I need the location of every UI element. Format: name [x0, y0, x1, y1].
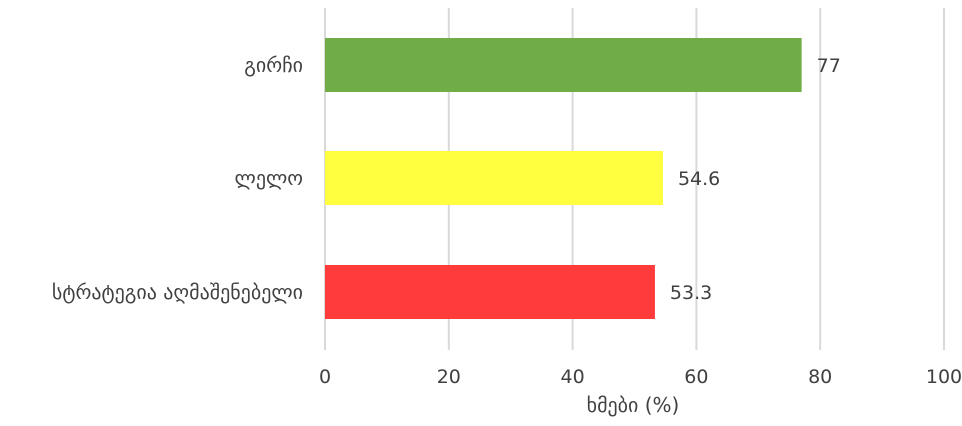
- data-labels: 77 54.6 53.3: [670, 55, 841, 304]
- bars: [325, 38, 802, 319]
- x-tick-label-80: 80: [808, 366, 832, 388]
- x-tick-label-0: 0: [319, 366, 331, 388]
- x-tick-label-60: 60: [684, 366, 708, 388]
- bar-0: [325, 38, 802, 92]
- x-tick-label-100: 100: [926, 366, 962, 388]
- category-label-0: გირჩი: [244, 53, 303, 77]
- data-label-0: 77: [817, 55, 841, 77]
- category-label-1: ლელო: [235, 166, 303, 190]
- x-axis-title: ხმები (%): [587, 393, 680, 417]
- data-label-2: 53.3: [670, 282, 712, 304]
- data-label-1: 54.6: [678, 168, 720, 190]
- x-tick-label-20: 20: [437, 366, 461, 388]
- x-tick-label-40: 40: [561, 366, 585, 388]
- bar-1: [325, 151, 663, 205]
- category-label-2: სტრატეგია აღმაშენებელი: [52, 280, 303, 304]
- bar-2: [325, 265, 655, 319]
- category-labels: გირჩი ლელო სტრატეგია აღმაშენებელი: [52, 53, 303, 304]
- x-tick-labels: 0 20 40 60 80 100: [319, 366, 962, 388]
